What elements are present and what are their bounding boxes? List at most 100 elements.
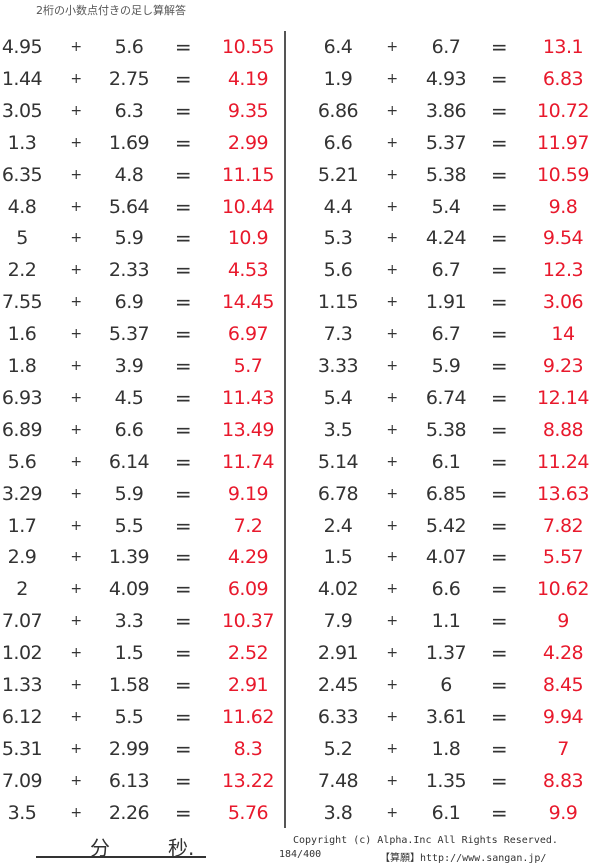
plus-sign: +	[386, 772, 398, 789]
plus-sign: +	[70, 740, 82, 757]
addend-a: 1.8	[7, 355, 37, 377]
addend-a: 3.5	[323, 418, 353, 441]
addend-b: 1.69	[108, 131, 150, 154]
equals-sign: =	[174, 704, 192, 729]
answer: 13.49	[222, 418, 274, 441]
equals-sign: =	[490, 322, 508, 347]
answer: 11.15	[222, 163, 274, 186]
addend-a: 6.78	[317, 482, 359, 505]
plus-sign: +	[386, 485, 398, 502]
plus-sign: +	[386, 39, 398, 55]
addend-b: 4.24	[425, 227, 467, 250]
answer: 5.57	[542, 546, 584, 569]
answer: 5.76	[227, 801, 269, 824]
answer: 3.06	[542, 291, 584, 314]
plus-sign: +	[70, 326, 82, 343]
answer: 10.37	[222, 610, 274, 633]
addend-b: 5.64	[108, 195, 150, 218]
answer: 13.63	[537, 482, 589, 505]
equals-sign: =	[174, 513, 192, 538]
equals-sign: =	[490, 513, 508, 538]
equals-sign: =	[174, 736, 192, 761]
plus-sign: +	[70, 230, 82, 247]
plus-sign: +	[386, 708, 398, 725]
equals-sign: =	[490, 354, 508, 378]
addend-a: 7.9	[323, 610, 353, 633]
plus-sign: +	[70, 645, 82, 662]
equals-sign: =	[490, 258, 508, 283]
equals-sign: =	[490, 704, 508, 729]
addend-b: 6.6	[114, 418, 144, 441]
addend-a: 3.29	[1, 482, 43, 505]
equals-sign: =	[174, 800, 192, 825]
addend-b: 1.37	[425, 642, 467, 665]
addend-b: 6.13	[108, 769, 150, 792]
addend-b: 5.37	[425, 131, 467, 154]
addend-a: 6.35	[1, 163, 43, 186]
addend-a: 2.91	[317, 642, 359, 665]
answer: 9	[557, 610, 569, 633]
plus-sign: +	[386, 549, 398, 566]
equals-sign: =	[174, 98, 192, 123]
addend-a: 1.5	[323, 546, 353, 569]
addend-b: 3.61	[425, 705, 467, 728]
addend-b: 6.1	[431, 450, 461, 473]
addend-b: 6.6	[431, 578, 461, 601]
answer: 14.45	[222, 291, 274, 314]
answer: 2.91	[227, 674, 269, 696]
plus-sign: +	[386, 262, 398, 279]
plus-sign: +	[70, 102, 82, 119]
addend-a: 5.14	[317, 450, 359, 473]
answer: 8.88	[542, 418, 584, 441]
addend-b: 1.58	[108, 674, 150, 696]
addend-a: 1.9	[323, 67, 353, 90]
answer: 4.29	[227, 546, 269, 569]
answer: 9.19	[227, 482, 269, 505]
plus-sign: +	[70, 613, 82, 630]
addend-a: 6.89	[1, 418, 43, 441]
plus-sign: +	[386, 613, 398, 630]
answer: 2.52	[227, 642, 269, 665]
equals-sign: =	[490, 768, 508, 793]
answer: 9.9	[548, 801, 578, 824]
answer: 8.45	[542, 674, 584, 696]
addend-b: 6.14	[108, 450, 150, 473]
addend-b: 5.37	[108, 323, 150, 346]
worksheet-title: 2桁の小数点付きの足し算解答	[36, 4, 186, 17]
equals-sign: =	[174, 481, 192, 506]
addend-b: 6.7	[431, 323, 461, 346]
addend-b: 4.09	[108, 578, 150, 601]
answer: 6.09	[227, 578, 269, 601]
site-link[interactable]: 【算願】http://www.sangan.jp/	[380, 853, 547, 863]
addend-a: 3.5	[7, 801, 37, 824]
plus-sign: +	[70, 772, 82, 789]
addend-a: 6.93	[1, 386, 43, 409]
addend-a: 7.48	[317, 769, 359, 792]
answer: 11.43	[222, 386, 274, 409]
answer: 10.44	[222, 195, 274, 218]
plus-sign: +	[70, 485, 82, 502]
answer: 7.82	[542, 514, 584, 537]
equals-sign: =	[490, 385, 508, 410]
plus-sign: +	[386, 421, 398, 438]
equals-sign: =	[490, 194, 508, 219]
addend-a: 1.44	[1, 67, 43, 90]
answer: 12.14	[537, 386, 589, 409]
plus-sign: +	[70, 134, 82, 151]
answer: 12.3	[542, 259, 584, 282]
time-record-line: 分 秒.	[36, 832, 206, 860]
plus-sign: +	[386, 70, 398, 87]
addend-a: 2.45	[317, 674, 359, 696]
equals-sign: =	[174, 130, 192, 155]
plus-sign: +	[386, 453, 398, 470]
addend-b: 5.5	[114, 514, 144, 537]
plus-sign: +	[386, 740, 398, 757]
plus-sign: +	[70, 453, 82, 470]
seconds-label: 秒.	[168, 836, 195, 860]
equals-sign: =	[490, 66, 508, 91]
answer: 9.8	[548, 195, 578, 218]
plus-sign: +	[70, 677, 82, 693]
plus-sign: +	[70, 262, 82, 279]
answer: 6.97	[227, 323, 269, 346]
addend-b: 5.38	[425, 418, 467, 441]
